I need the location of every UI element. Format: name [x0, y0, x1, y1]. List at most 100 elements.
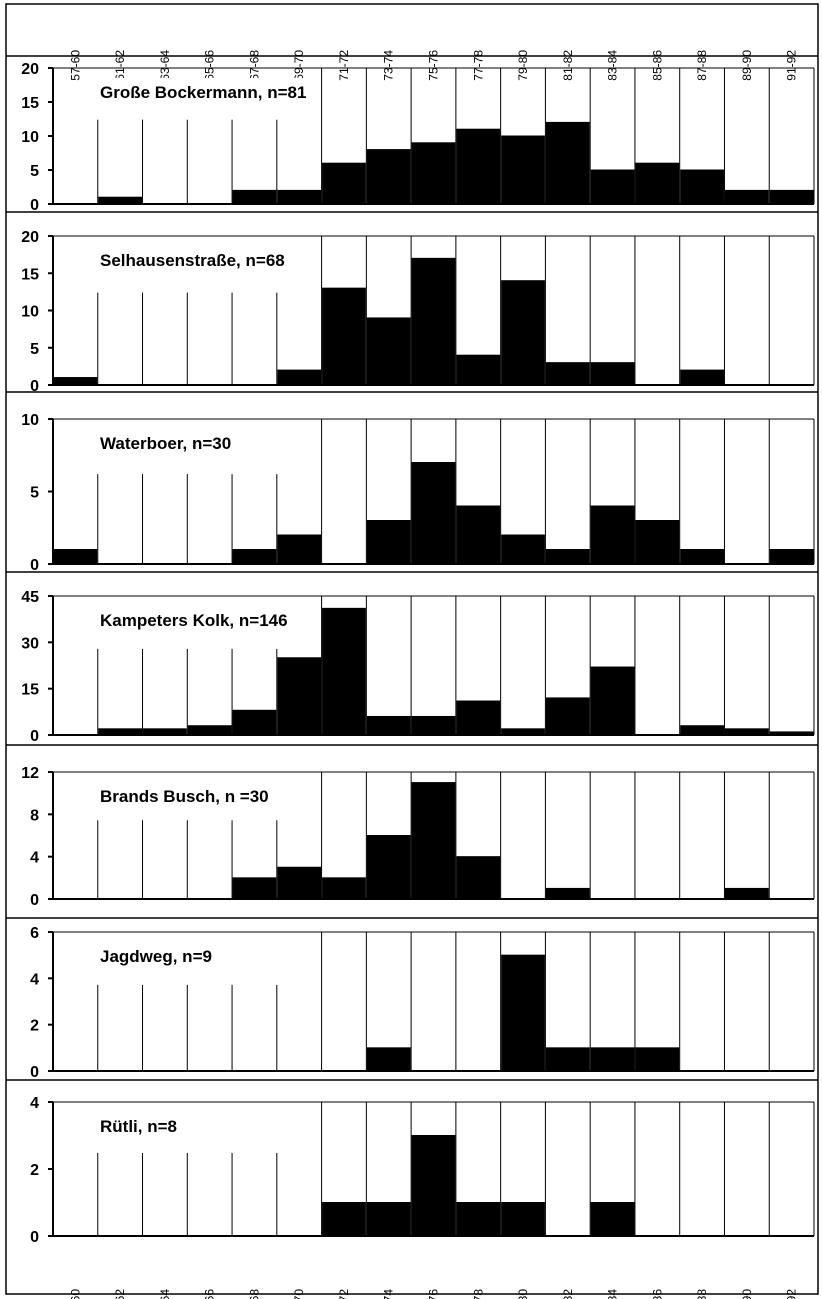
bar [322, 162, 366, 205]
x-tick-label-bottom: 73-74 [382, 1289, 396, 1299]
y-tick-label: 20 [21, 229, 39, 246]
panel-title-background [88, 246, 297, 274]
bar [411, 462, 456, 565]
y-tick-label: 5 [30, 485, 39, 502]
x-tick-label-bottom: 83-84 [606, 1289, 620, 1299]
y-tick-label: 0 [30, 892, 39, 909]
bar [277, 369, 322, 386]
x-tick-label-top: 61-62 [113, 50, 127, 81]
bar [456, 505, 501, 565]
x-tick-label-bottom: 71-72 [337, 1289, 351, 1299]
y-tick-label: 0 [30, 1229, 39, 1246]
bar [724, 189, 769, 205]
y-tick-label: 4 [30, 1095, 39, 1112]
panel-title-background [88, 78, 319, 106]
x-tick-label-top: 57-60 [68, 50, 82, 81]
panel-title: Große Bockermann, n=81 [100, 83, 306, 102]
bar [501, 728, 545, 736]
x-tick-label-top: 69-70 [292, 50, 306, 81]
bar [769, 731, 814, 736]
bar [143, 728, 187, 736]
x-tick-label-top: 79-80 [516, 50, 530, 81]
bar [545, 697, 590, 736]
x-tick-label-top: 65-66 [203, 50, 217, 81]
bar [456, 128, 501, 205]
y-tick-label: 0 [30, 197, 39, 214]
bar [53, 549, 98, 565]
y-tick-label: 5 [30, 341, 39, 358]
bar [501, 280, 545, 386]
panel-title-background [88, 429, 244, 457]
y-tick-label: 10 [21, 412, 39, 429]
bar [232, 189, 277, 205]
x-tick-label-bottom: 85-86 [650, 1289, 664, 1299]
panel-title: Brands Busch, n =30 [100, 787, 269, 806]
x-tick-label-top: 81-82 [561, 50, 575, 81]
bar [501, 135, 545, 205]
x-tick-label-top: 85-86 [650, 50, 664, 81]
bar [635, 1047, 680, 1072]
bar [366, 835, 411, 900]
y-tick-label: 8 [30, 807, 39, 824]
bar [680, 549, 724, 565]
bar [277, 866, 322, 900]
bar [545, 362, 590, 386]
bar [545, 887, 590, 900]
bar [590, 362, 635, 386]
bar [232, 709, 277, 736]
bar [456, 856, 501, 900]
bar [366, 149, 411, 205]
y-tick-label: 2 [30, 1018, 39, 1035]
bar [98, 196, 143, 205]
bar [545, 1047, 590, 1072]
x-tick-label-top: 91-92 [785, 50, 799, 81]
bar [456, 700, 501, 736]
x-tick-label-bottom: 69-70 [292, 1289, 306, 1299]
x-tick-label-bottom: 81-82 [561, 1289, 575, 1299]
x-tick-label-bottom: 57-60 [68, 1289, 82, 1299]
bar [680, 725, 724, 736]
panel-title: Waterboer, n=30 [100, 434, 231, 453]
bar [322, 1202, 366, 1237]
bar [456, 354, 501, 386]
bar [545, 121, 590, 205]
bar [187, 725, 232, 736]
x-tick-label-bottom: 89-90 [740, 1289, 754, 1299]
bar [590, 1047, 635, 1072]
bar [769, 189, 814, 205]
bar [53, 377, 98, 386]
y-tick-label: 15 [21, 266, 39, 283]
bar [277, 657, 322, 736]
bar [501, 534, 545, 565]
panel-title-background [88, 606, 300, 634]
x-tick-label-top: 75-76 [427, 50, 441, 81]
panel-title: Selhausenstraße, n=68 [100, 251, 285, 270]
bar [411, 142, 456, 205]
bar [545, 549, 590, 565]
bar [322, 287, 366, 386]
x-tick-label-top: 67-68 [247, 50, 261, 81]
bar [724, 887, 769, 900]
bar [680, 169, 724, 205]
panel-title-background [88, 942, 224, 970]
x-tick-label-top: 77-78 [471, 50, 485, 81]
bar [277, 534, 322, 565]
x-tick-label-top: 73-74 [382, 50, 396, 81]
y-tick-label: 15 [21, 95, 39, 112]
panel-title-background [88, 1112, 189, 1140]
bar [680, 369, 724, 386]
y-tick-label: 20 [21, 61, 39, 78]
bar [635, 162, 680, 205]
bar [411, 715, 456, 736]
panel-title: Rütli, n=8 [100, 1117, 177, 1136]
x-tick-label-bottom: 63-64 [158, 1289, 172, 1299]
x-tick-label-bottom: 91-92 [785, 1289, 799, 1299]
bar [590, 666, 635, 736]
y-tick-label: 0 [30, 378, 39, 395]
y-tick-label: 10 [21, 304, 39, 321]
x-tick-label-bottom: 67-68 [247, 1289, 261, 1299]
y-tick-label: 30 [21, 635, 39, 652]
bar [411, 782, 456, 900]
bar [411, 1135, 456, 1237]
